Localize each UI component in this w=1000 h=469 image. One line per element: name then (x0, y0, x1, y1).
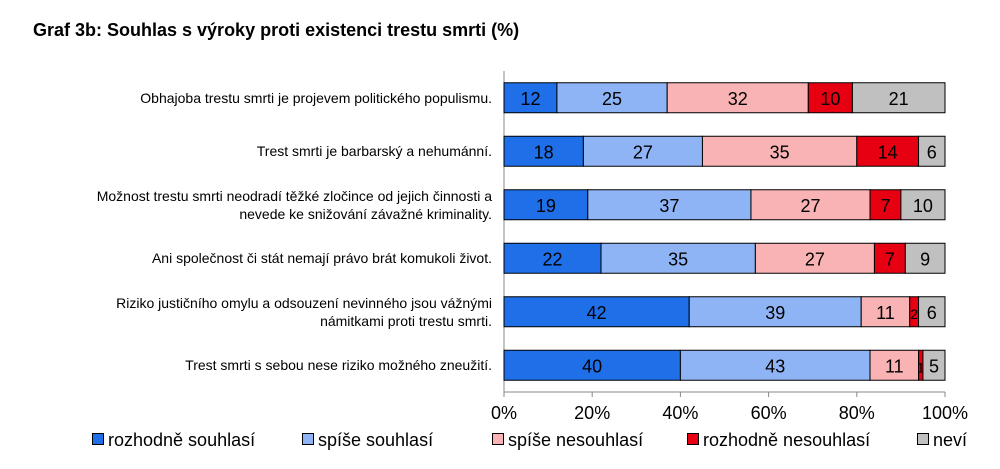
data-label: 10 (913, 196, 933, 216)
data-label: 21 (889, 89, 909, 109)
data-label: 14 (878, 142, 898, 162)
legend-item: neví (917, 430, 967, 451)
data-label: 6 (927, 142, 937, 162)
category-label: Trest smrti je barbarský a nehumánní. (256, 143, 492, 160)
legend-item: rozhodně nesouhlasí (687, 430, 870, 451)
legend-swatch (302, 433, 314, 445)
bar-segment (503, 242, 602, 274)
bar-segment (904, 242, 946, 274)
data-label: 27 (800, 196, 820, 216)
legend-item: rozhodně souhlasí (92, 430, 255, 451)
legend-swatch (492, 433, 504, 445)
x-tick-label: 80% (838, 403, 875, 423)
bar-segment (869, 189, 902, 221)
data-label: 6 (927, 303, 937, 323)
category-label: Riziko justičního omylu a odsouzení nevi… (116, 294, 492, 329)
bar-segment (503, 349, 681, 381)
data-label: 42 (587, 303, 607, 323)
bar-segment (851, 82, 946, 114)
data-label: 27 (633, 142, 653, 162)
legend-label: neví (933, 430, 968, 450)
legend-label: rozhodně souhlasí (108, 430, 256, 450)
bar-segment (860, 296, 911, 328)
bar-segment (900, 189, 946, 221)
data-label: 5 (929, 356, 939, 376)
bar-segment (918, 135, 946, 167)
bar-segment (922, 349, 946, 381)
x-tick-label: 60% (750, 403, 787, 423)
bar-segment (666, 82, 809, 114)
data-label: 7 (885, 249, 895, 269)
x-tick-label: 40% (662, 403, 699, 423)
x-tick-label: 20% (574, 403, 611, 423)
bar-segment (754, 242, 875, 274)
category-label: Trest smrti s sebou nese riziko možného … (185, 357, 492, 374)
legend-label: spíše souhlasí (318, 430, 434, 450)
data-label: 2 (910, 306, 918, 322)
bar-segment (750, 189, 871, 221)
legend-label: spíše nesouhlasí (508, 430, 644, 450)
legend-label: rozhodně nesouhlasí (703, 430, 871, 450)
data-label: 1 (917, 359, 925, 375)
legend-item: spíše nesouhlasí (492, 430, 643, 451)
category-label: Obhajoba trestu smrti je projevem politi… (140, 89, 492, 106)
bar-segment (503, 296, 690, 328)
data-label: 12 (520, 89, 540, 109)
legend-swatch (917, 433, 929, 445)
data-label: 40 (582, 356, 602, 376)
bar-segment (873, 242, 906, 274)
data-label: 22 (542, 249, 562, 269)
data-label: 19 (536, 196, 556, 216)
data-label: 32 (728, 89, 748, 109)
bar-segment (587, 189, 752, 221)
data-label: 35 (668, 249, 688, 269)
data-label: 18 (534, 142, 554, 162)
bar-segment (679, 349, 871, 381)
legend-swatch (92, 433, 104, 445)
legend-swatch (687, 433, 699, 445)
data-label: 9 (920, 249, 930, 269)
bar-segment (503, 82, 558, 114)
chart-title: Graf 3b: Souhlas s výroky proti existenc… (33, 20, 520, 40)
bar-segment (600, 242, 756, 274)
legend-item: spíše souhlasí (302, 430, 433, 451)
bar-segment (856, 135, 920, 167)
data-label: 10 (820, 89, 840, 109)
data-label: 37 (659, 196, 679, 216)
data-label: 27 (805, 249, 825, 269)
data-label: 35 (770, 142, 790, 162)
bar-segment (918, 296, 946, 328)
x-tick-label: 100% (921, 403, 969, 423)
data-label: 25 (602, 89, 622, 109)
bar-segment (582, 135, 703, 167)
x-tick-label: 0% (490, 403, 518, 423)
bar-segment (503, 135, 584, 167)
category-label: Ani společnost či stát nemají právo brát… (151, 250, 492, 267)
category-label: Možnost trestu smrti neodradí těžké zloč… (96, 187, 492, 222)
data-label: 11 (876, 303, 895, 323)
data-label: 7 (880, 196, 890, 216)
data-label: 11 (885, 356, 904, 376)
data-label: 43 (765, 356, 785, 376)
data-label: 39 (765, 303, 785, 323)
